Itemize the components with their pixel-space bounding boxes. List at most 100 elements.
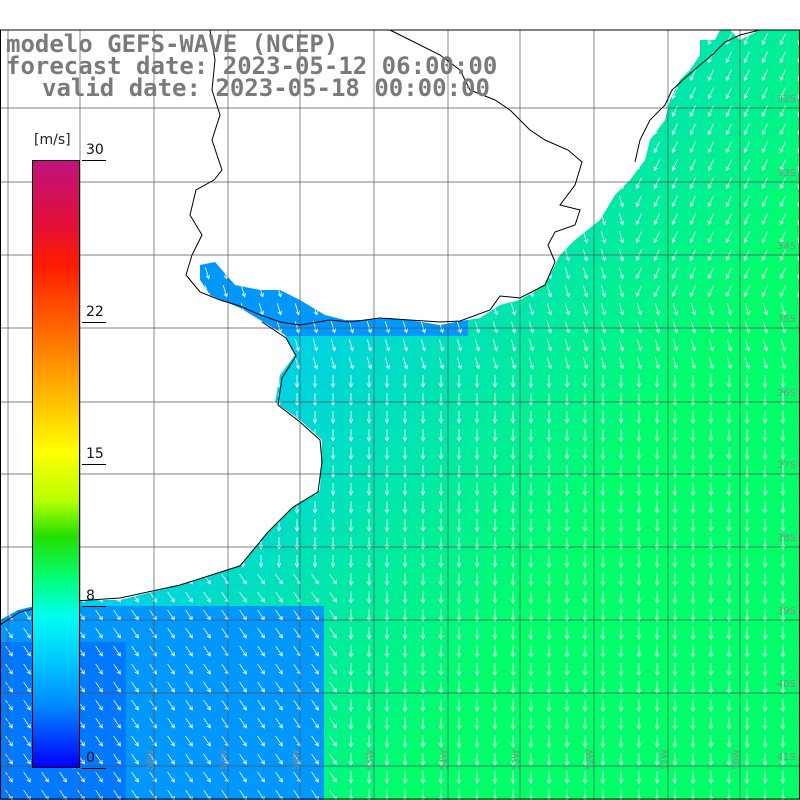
wind-arrow: [708, 753, 714, 766]
wind-cell: [180, 462, 198, 480]
wind-cell: [180, 174, 198, 192]
wind-arrow: [671, 69, 678, 82]
wind-arrow: [456, 177, 462, 190]
wind-cell: [792, 156, 800, 174]
wind-cell: [396, 192, 414, 210]
wind-arrow: [492, 231, 498, 244]
wind-arrow: [528, 51, 534, 64]
wind-cell: [144, 480, 162, 498]
wind-arrow: [780, 609, 786, 622]
wind-cell: [180, 480, 198, 498]
wind-cell: [540, 192, 558, 210]
wind-cell: [162, 156, 180, 174]
wind-arrow: [492, 627, 498, 640]
wind-arrow: [402, 411, 408, 424]
wind-arrow: [726, 357, 732, 370]
wind-arrow: [329, 753, 337, 765]
wind-arrow: [564, 87, 570, 100]
wind-arrow: [330, 303, 336, 316]
wind-arrow: [294, 375, 300, 388]
wind-arrow: [600, 321, 606, 334]
wind-arrow: [311, 699, 319, 711]
wind-arrow: [366, 483, 372, 496]
wind-arrow: [492, 285, 498, 298]
wind-cell: [126, 138, 144, 156]
wind-cell: [414, 120, 432, 138]
wind-cell: [234, 210, 252, 228]
wind-cell: [306, 192, 324, 210]
wind-arrow: [132, 519, 138, 532]
wind-arrow: [402, 177, 408, 190]
wind-arrow: [96, 105, 102, 118]
wind-arrow: [600, 645, 606, 658]
wind-cell: [180, 498, 198, 516]
wind-cell: [486, 264, 504, 282]
wind-arrow: [366, 645, 372, 658]
wind-arrow: [168, 411, 174, 424]
wind-arrow: [761, 267, 768, 280]
wind-arrow: [689, 159, 696, 172]
wind-arrow: [240, 357, 246, 370]
wind-arrow: [131, 627, 139, 639]
wind-arrow: [474, 483, 480, 496]
wind-arrow: [204, 501, 210, 514]
longitude-label: 51W: [660, 749, 670, 770]
wind-arrow: [510, 519, 516, 532]
wind-cell: [414, 30, 432, 48]
wind-cell: [612, 48, 630, 66]
wind-arrow: [582, 627, 588, 640]
wind-arrow: [258, 267, 264, 280]
wind-cell: [216, 444, 234, 462]
wind-arrow: [168, 429, 174, 442]
wind-arrow: [438, 555, 444, 568]
wind-arrow: [618, 159, 624, 172]
wind-arrow: [726, 465, 732, 478]
wind-arrow: [546, 447, 552, 460]
wind-arrow: [744, 411, 750, 424]
wind-arrow: [131, 681, 139, 693]
wind-arrow: [348, 177, 354, 190]
wind-arrow: [600, 519, 606, 532]
wind-arrow: [366, 717, 372, 730]
wind-arrow: [311, 753, 319, 765]
wind-cell: [126, 174, 144, 192]
wind-arrow: [420, 393, 426, 406]
wind-arrow: [672, 645, 678, 658]
wind-arrow: [726, 609, 732, 622]
wind-arrow: [762, 663, 768, 676]
wind-arrow: [743, 51, 750, 64]
wind-arrow: [761, 105, 768, 118]
wind-arrow: [240, 285, 246, 298]
wind-arrow: [744, 483, 750, 496]
wind-arrow: [23, 573, 31, 585]
wind-cell: [234, 228, 252, 246]
wind-arrow: [492, 411, 498, 424]
wind-arrow: [474, 771, 480, 784]
wind-arrow: [258, 411, 264, 424]
wind-arrow: [600, 609, 606, 622]
wind-arrow: [528, 411, 534, 424]
wind-cell: [396, 264, 414, 282]
wind-arrow: [780, 375, 786, 388]
wind-arrow: [384, 285, 390, 298]
wind-arrow: [239, 663, 247, 675]
wind-cell: [432, 120, 450, 138]
wind-arrow: [582, 285, 588, 298]
wind-arrow: [689, 105, 696, 118]
wind-arrow: [312, 465, 318, 478]
wind-arrow: [456, 645, 462, 658]
wind-arrow: [564, 51, 570, 64]
wind-arrow: [167, 627, 175, 639]
wind-arrow: [689, 33, 696, 46]
wind-arrow: [492, 159, 498, 172]
wind-arrow: [330, 393, 336, 406]
wind-arrow: [726, 429, 732, 442]
wind-arrow: [546, 429, 552, 442]
wind-arrow: [149, 573, 157, 585]
wind-cell: [90, 102, 108, 120]
wind-cell: [108, 210, 126, 228]
wind-arrow: [348, 429, 354, 442]
wind-arrow: [618, 663, 624, 676]
wind-cell: [558, 48, 576, 66]
wind-arrow: [275, 771, 283, 783]
